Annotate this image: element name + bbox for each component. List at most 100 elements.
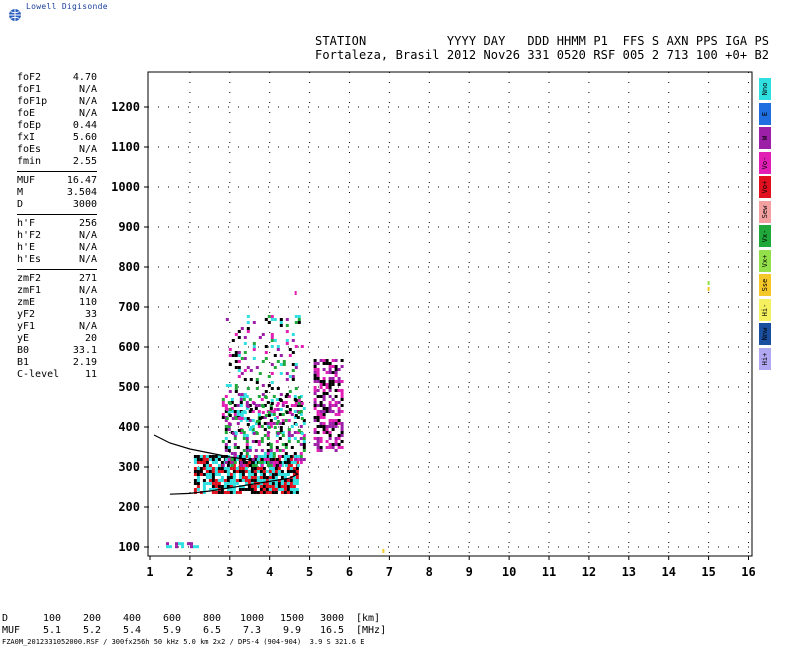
param-label: M: [17, 187, 24, 198]
echo-point: [263, 428, 267, 431]
echo-point: [239, 395, 243, 398]
x-tick-label: 5: [306, 565, 313, 579]
muf-value: 9.9: [282, 625, 302, 636]
echo-point: [247, 455, 251, 458]
echo-point: [299, 458, 303, 461]
echo-point: [292, 467, 296, 470]
echo-point: [232, 458, 236, 461]
legend-entry: Vx+: [759, 249, 771, 272]
param-row: foEs N/A: [17, 144, 97, 156]
echo-point: [328, 446, 332, 449]
echo-point: [245, 437, 249, 440]
echo-point: [230, 410, 234, 413]
echo-point: [382, 549, 385, 553]
echo-point: [299, 461, 303, 464]
echo-point: [274, 473, 278, 476]
distance-value: 600: [162, 613, 182, 624]
echo-point: [313, 362, 317, 365]
echo-point: [246, 330, 250, 333]
echo-point: [302, 434, 306, 437]
legend-entry: Nnw: [759, 323, 771, 345]
echo-point: [196, 485, 200, 488]
echo-point: [270, 399, 274, 402]
echo-point: [239, 401, 243, 404]
echo-point: [291, 375, 295, 378]
echo-point: [256, 458, 260, 461]
echo-point: [263, 455, 267, 458]
echo-point: [274, 476, 278, 479]
echo-point: [316, 425, 320, 428]
echo-point: [279, 429, 283, 432]
echo-point: [196, 458, 200, 461]
echo-point: [255, 381, 259, 384]
echo-point: [232, 491, 236, 494]
echo-point: [229, 467, 233, 470]
echo-point: [243, 336, 247, 339]
echo-point: [257, 443, 261, 446]
echo-point: [271, 485, 275, 488]
echo-point: [224, 428, 228, 431]
echo-point: [287, 437, 291, 440]
echo-point: [286, 467, 290, 470]
echo-point: [281, 431, 285, 434]
echo-point: [277, 470, 281, 473]
echo-point: [202, 458, 206, 461]
echo-point: [234, 390, 238, 393]
echo-point: [205, 461, 209, 464]
echo-point: [280, 482, 284, 485]
echo-point: [223, 467, 227, 470]
echo-point: [220, 467, 224, 470]
echo-point: [221, 401, 225, 404]
echo-point: [334, 365, 338, 368]
echo-point: [288, 408, 292, 411]
echo-point: [241, 488, 245, 491]
echo-point: [291, 339, 295, 342]
param-value: 2.55: [72, 156, 97, 167]
echo-point: [319, 413, 323, 416]
echo-point: [295, 482, 299, 485]
echo-point: [271, 482, 275, 485]
echo-point: [226, 464, 230, 467]
echo-point: [292, 482, 296, 485]
echo-point: [236, 404, 240, 407]
echo-point: [254, 407, 258, 410]
echo-point: [293, 410, 297, 413]
echo-point: [227, 458, 231, 461]
param-row: foF1p N/A: [17, 96, 97, 108]
echo-point: [252, 402, 256, 405]
echo-point: [243, 351, 247, 354]
echo-point: [243, 417, 247, 420]
echo-point: [292, 488, 296, 491]
echo-point: [262, 491, 266, 494]
echo-point: [266, 401, 270, 404]
echo-point: [196, 482, 200, 485]
echo-point: [233, 461, 237, 464]
echo-point: [299, 443, 303, 446]
echo-point: [251, 428, 255, 431]
echo-point: [328, 431, 332, 434]
echo-point: [244, 461, 248, 464]
echo-point: [294, 315, 298, 318]
echo-point: [245, 443, 249, 446]
echo-point: [316, 419, 320, 422]
echo-point: [232, 470, 236, 473]
echo-point: [221, 416, 225, 419]
echo-point: [227, 410, 231, 413]
echo-point: [319, 359, 323, 362]
echo-point: [225, 384, 229, 387]
echo-point: [247, 470, 251, 473]
echo-point: [236, 413, 240, 416]
echo-point: [260, 464, 264, 467]
echo-point: [279, 426, 283, 429]
echo-point: [289, 482, 293, 485]
echo-point: [271, 467, 275, 470]
echo-point: [256, 485, 260, 488]
echo-point: [293, 416, 297, 419]
echo-point: [251, 425, 255, 428]
echo-point: [316, 440, 320, 443]
distance-value: 200: [82, 613, 102, 624]
x-tick-label: 1: [146, 565, 153, 579]
echo-point: [240, 417, 244, 420]
echo-point: [284, 464, 288, 467]
param-label: zmF1: [17, 285, 42, 296]
